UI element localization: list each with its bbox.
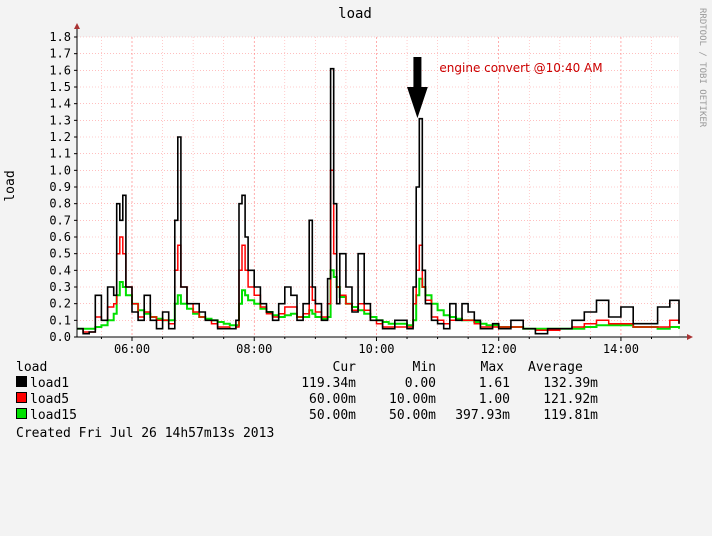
y-tick-label: 0.3	[49, 280, 71, 294]
y-tick-label: 0.7	[49, 213, 71, 227]
load5-swatch	[16, 392, 27, 403]
load15-avg: 119.81m	[543, 408, 598, 423]
load5-min: 10.00m	[389, 392, 436, 407]
y-tick-labels: 0.0 0.1 0.2 0.3 0.4 0.5 0.6 0.7 0.8 0.9 1.0 1.1 1.2 1…	[49, 30, 71, 344]
load5-name: load5	[30, 392, 70, 407]
legend-row-load5: load5 60.00m 10.00m 1.00 121.92m	[0, 392, 598, 408]
load5-max: 1.00	[478, 392, 510, 407]
load15-min: 50.00m	[389, 408, 436, 423]
load1-name: load1	[30, 376, 70, 391]
load1-cur: 119.34m	[301, 376, 356, 391]
load15-name: load15	[30, 408, 77, 423]
y-tick-label: 1.8	[49, 30, 71, 44]
load15-cur: 50.00m	[309, 408, 356, 423]
y-tick-label: 1.1	[49, 147, 71, 161]
x-tick-label: 08:00	[236, 342, 272, 356]
legend-header-max: Max	[480, 360, 504, 375]
y-tick-label: 0.4	[49, 263, 71, 277]
load5-avg: 121.92m	[543, 392, 598, 407]
legend-header-cur: Cur	[332, 360, 356, 375]
legend-row-load1: load1 119.34m 0.00 1.61 132.39m	[0, 376, 598, 392]
y-tick-label: 0.9	[49, 180, 71, 194]
y-tick-label: 1.5	[49, 80, 71, 94]
x-axis-arrow-icon	[687, 334, 693, 340]
y-tick-label: 0.8	[49, 197, 71, 211]
y-tick-label: 1.7	[49, 47, 71, 61]
x-tick-label: 12:00	[481, 342, 517, 356]
y-axis-arrow-icon	[74, 23, 80, 29]
legend-header-min: Min	[412, 360, 436, 375]
y-tick-label: 1.6	[49, 63, 71, 77]
x-tick-labels: 06:00 08:00 10:00 12:00 14:00	[114, 342, 639, 356]
y-tick-label: 0.1	[49, 313, 71, 327]
annotation-text: engine convert @10:40 AM	[439, 61, 602, 75]
legend: load Cur Min Max Average load1 119.34m 0…	[0, 360, 712, 446]
chart-title: load	[338, 6, 372, 22]
y-tick-label: 1.3	[49, 113, 71, 127]
y-tick-label: 1.2	[49, 130, 71, 144]
annotation-arrow-icon	[407, 57, 428, 119]
y-tick-label: 0.0	[49, 330, 71, 344]
y-tick-label: 0.2	[49, 297, 71, 311]
load15-swatch	[16, 408, 27, 419]
chart: load load RRDTOOL / TOBI OETIKER 0.00.10…	[3, 6, 707, 356]
load1-max: 1.61	[478, 376, 510, 391]
series-lines	[77, 67, 680, 335]
x-tick-label: 10:00	[358, 342, 394, 356]
legend-title: load	[16, 360, 48, 375]
axes	[74, 23, 693, 341]
y-tick-label: 0.6	[49, 230, 71, 244]
series-load1	[77, 67, 680, 335]
load1-avg: 132.39m	[543, 376, 598, 391]
side-label: RRDTOOL / TOBI OETIKER	[697, 8, 707, 128]
load5-cur: 60.00m	[309, 392, 356, 407]
legend-footer-row: Created Fri Jul 26 14h57m13s 2013	[0, 426, 274, 442]
x-tick-label: 14:00	[603, 342, 639, 356]
y-tick-label: 1.0	[49, 163, 71, 177]
load1-swatch	[16, 376, 27, 387]
legend-header-row: load Cur Min Max Average	[0, 360, 583, 376]
legend-footer: Created Fri Jul 26 14h57m13s 2013	[16, 426, 275, 441]
annotation: engine convert @10:40 AM	[407, 57, 603, 119]
y-tick-label: 1.4	[49, 97, 71, 111]
y-axis-label: load	[3, 170, 18, 201]
load1-min: 0.00	[404, 376, 436, 391]
legend-header-avg: Average	[528, 360, 583, 375]
series-load15	[77, 269, 680, 330]
x-tick-label: 06:00	[114, 342, 150, 356]
y-tick-label: 0.5	[49, 247, 71, 261]
load15-max: 397.93m	[455, 408, 510, 423]
legend-row-load15: load15 50.00m 50.00m 397.93m 119.81m	[0, 408, 598, 424]
